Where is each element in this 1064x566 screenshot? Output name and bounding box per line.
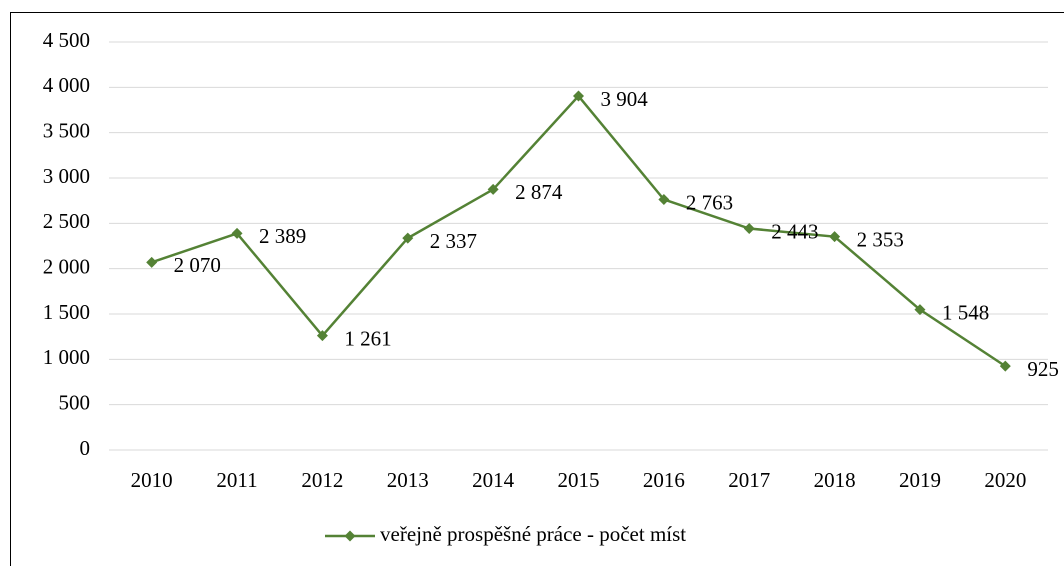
y-tick-label: 3 500 <box>43 118 90 142</box>
data-label: 2 337 <box>430 229 477 253</box>
x-tick-label: 2012 <box>301 468 343 492</box>
y-tick-label: 1 500 <box>43 300 90 324</box>
data-label: 2 389 <box>259 224 306 248</box>
x-tick-label: 2014 <box>472 468 515 492</box>
x-tick-label: 2016 <box>643 468 685 492</box>
legend-label: veřejně prospěšné práce - počet míst <box>380 522 686 546</box>
marker <box>914 304 926 316</box>
data-label: 2 443 <box>771 219 818 243</box>
y-tick-label: 3 000 <box>43 164 90 188</box>
data-label: 925 <box>1027 357 1059 381</box>
marker <box>999 360 1011 372</box>
marker <box>231 227 243 239</box>
y-tick-label: 4 000 <box>43 73 90 97</box>
data-label: 3 904 <box>601 87 649 111</box>
y-tick-label: 4 500 <box>43 28 90 52</box>
marker <box>743 223 755 235</box>
x-tick-label: 2017 <box>728 468 770 492</box>
x-tick-label: 2015 <box>558 468 600 492</box>
x-tick-label: 2020 <box>984 468 1026 492</box>
marker <box>487 183 499 195</box>
data-label: 2 070 <box>174 253 221 277</box>
x-tick-label: 2011 <box>216 468 257 492</box>
data-label: 2 353 <box>857 227 904 251</box>
marker <box>658 193 670 205</box>
y-tick-label: 2 000 <box>43 254 90 278</box>
data-label: 1 261 <box>344 326 391 350</box>
legend-marker <box>344 530 356 542</box>
y-tick-label: 2 500 <box>43 209 90 233</box>
marker <box>829 231 841 243</box>
data-label: 2 874 <box>515 180 563 204</box>
y-tick-label: 0 <box>80 436 91 460</box>
x-tick-label: 2019 <box>899 468 941 492</box>
x-tick-label: 2018 <box>814 468 856 492</box>
data-label: 2 763 <box>686 190 733 214</box>
marker <box>316 330 328 342</box>
chart-border <box>10 12 1064 566</box>
x-tick-label: 2010 <box>131 468 173 492</box>
marker <box>146 256 158 268</box>
y-tick-label: 1 000 <box>43 345 90 369</box>
y-tick-label: 500 <box>59 390 91 414</box>
data-label: 1 548 <box>942 300 989 324</box>
x-tick-label: 2013 <box>387 468 429 492</box>
marker <box>402 232 414 244</box>
marker <box>573 90 584 102</box>
